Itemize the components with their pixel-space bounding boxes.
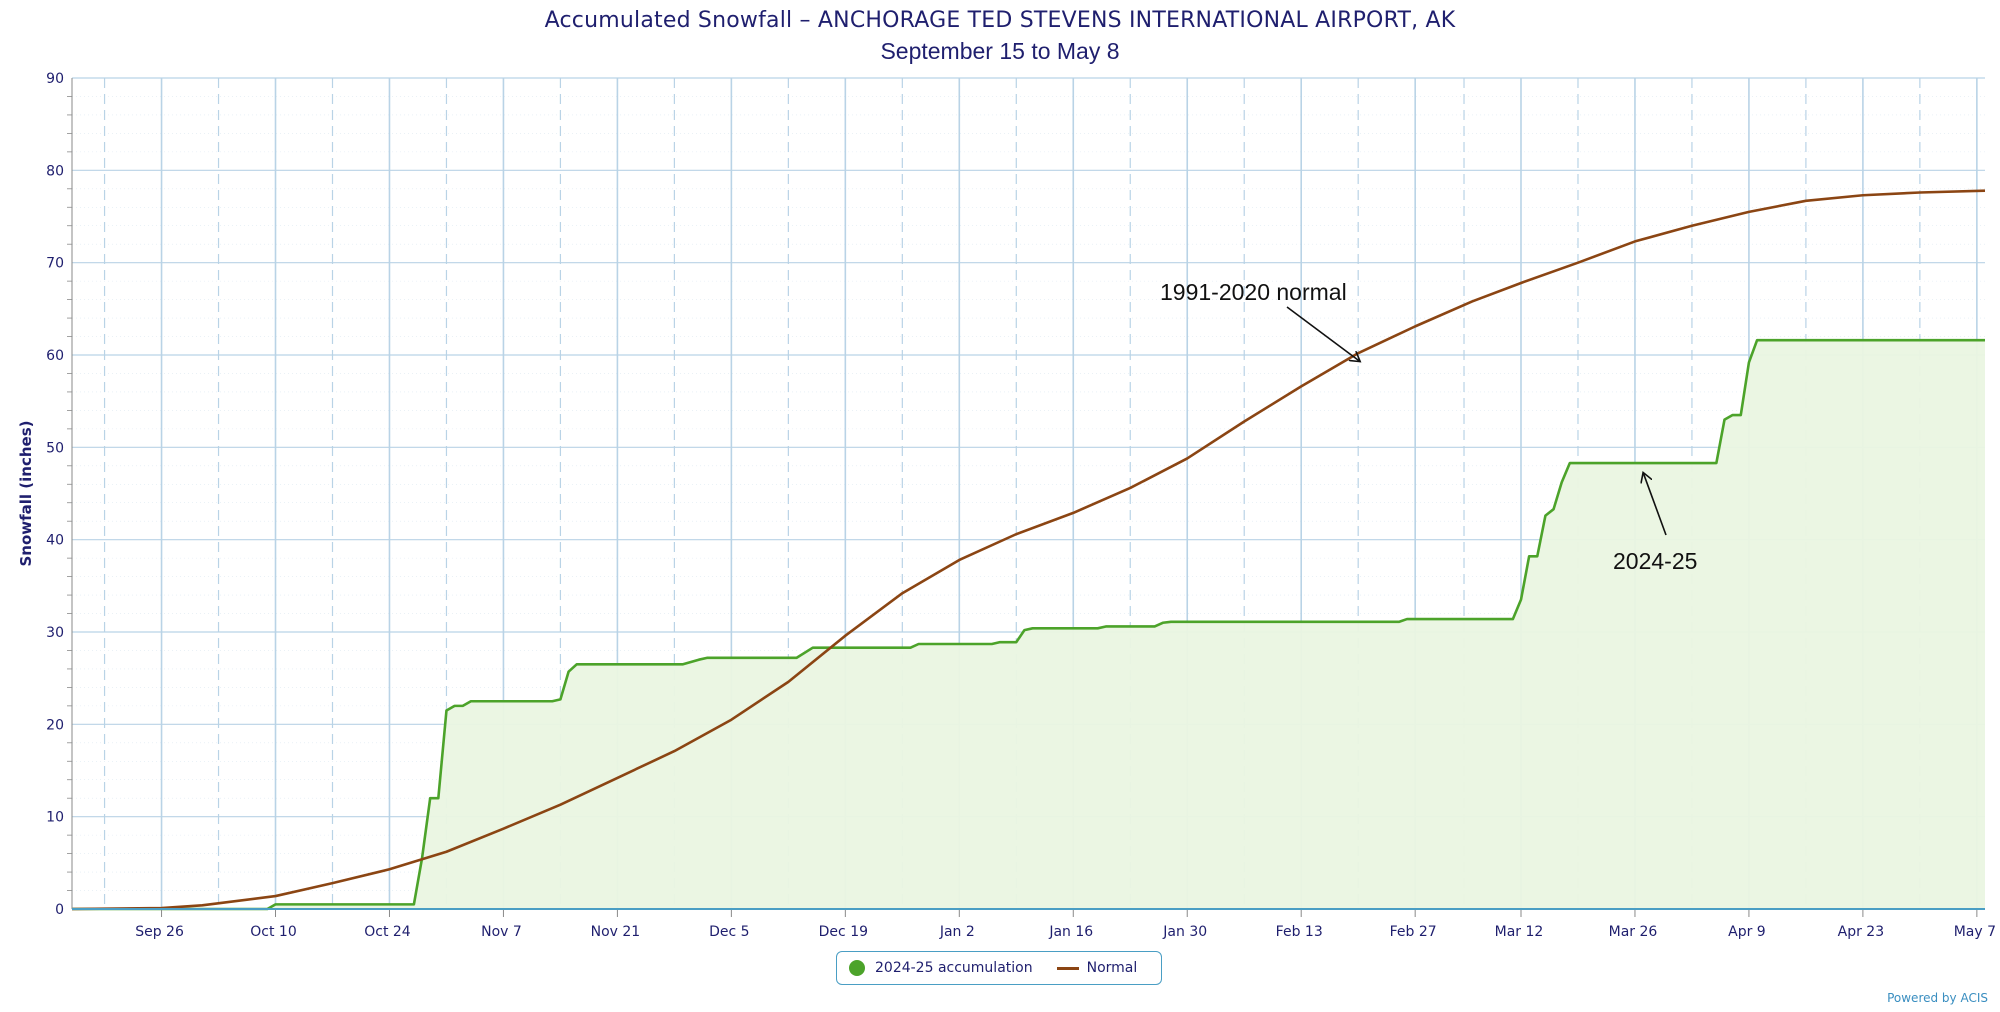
y-tick-label: 90 [46,71,64,87]
series-layer [71,189,1986,911]
y-tick-label: 30 [46,625,64,641]
series-line-accumulation [72,338,1985,911]
y-tick-label: 80 [46,163,64,179]
chart-title: Accumulated Snowfall – ANCHORAGE TED STE… [544,8,1456,33]
x-tick-label: Mar 26 [1609,924,1658,940]
y-tick-label: 40 [46,533,64,549]
series-line-normal [71,189,1986,911]
legend-line-icon [1056,966,1079,970]
x-tick-label: Nov 7 [481,924,522,940]
x-tick-label: Dec 19 [819,924,868,940]
legend-item-accumulation[interactable]: 2024-25 accumulation [849,960,1033,976]
powered-by-credit[interactable]: Powered by ACIS [1887,991,1988,1005]
annotation-layer: 1991-2020 normal 2024-25 [1160,279,1697,574]
x-tick-label: Nov 21 [591,924,641,940]
legend-label-normal: Normal [1086,960,1138,976]
axis-layer: 0 10 20 30 40 50 60 70 80 90 Sep 26 Oct 10 Oct 24 Nov… [17,71,1996,940]
annotation-2024-25-arrow [1643,472,1667,536]
x-tick-label: Jan 2 [939,924,975,940]
legend-dot-icon [849,960,865,976]
x-tick-label: Feb 13 [1276,924,1323,940]
x-tick-label: May 7 [1954,924,1996,940]
x-tick-label: Dec 5 [709,924,749,940]
accumulation-area [72,340,1985,909]
legend-item-normal[interactable]: Normal [1045,960,1138,976]
annotation-normal-arrow [1286,306,1360,362]
y-axis-label: Snowfall (inches) [17,420,35,566]
x-tick-label: Feb 27 [1390,924,1437,940]
y-tick-label: 60 [46,348,64,364]
chart-subtitle: September 15 to May 8 [880,38,1120,64]
x-tick-label: Oct 10 [250,924,296,940]
y-tick-label: 0 [55,902,64,918]
y-tick-label: 10 [46,810,64,826]
annotation-normal-label: 1991-2020 normal [1160,279,1347,305]
x-tick-label: Oct 24 [364,924,411,940]
x-tick-label: Jan 30 [1162,924,1207,940]
x-tick-label: Apr 23 [1838,924,1884,940]
y-tick-label: 70 [46,256,64,272]
y-tick-label: 50 [46,440,64,456]
legend-label-accumulation: 2024-25 accumulation [875,960,1033,976]
x-tick-label: Mar 12 [1495,924,1544,940]
x-tick-label: Sep 26 [135,924,184,940]
legend: 2024-25 accumulation Normal [836,951,1162,985]
x-tick-label: Apr 9 [1728,924,1766,940]
annotation-2024-25-label: 2024-25 [1613,548,1697,574]
y-tick-label: 20 [46,717,64,733]
x-tick-label: Jan 16 [1048,924,1093,940]
